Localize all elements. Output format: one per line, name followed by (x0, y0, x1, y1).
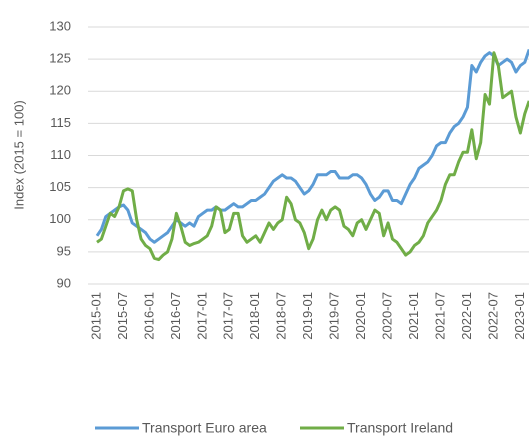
y-axis-label: Index (2015 = 100) (11, 100, 26, 210)
series-line (95, 49, 529, 244)
y-tick-label: 115 (50, 115, 71, 130)
x-tick-label: 2020-07 (379, 292, 394, 340)
x-tick-label: 2019-07 (327, 292, 342, 340)
y-tick-label: 125 (49, 51, 71, 66)
x-tick-label: 2017-01 (194, 292, 209, 340)
x-tick-label: 2015-07 (115, 292, 130, 340)
x-tick-label: 2023-01 (512, 292, 527, 340)
legend-label: Transport Euro area (142, 420, 267, 436)
legend-label: Transport Ireland (347, 420, 453, 436)
x-tick-label: 2018-01 (247, 292, 262, 340)
y-tick-label: 90 (57, 275, 71, 290)
x-tick-label: 2016-07 (168, 292, 183, 340)
y-tick-label: 130 (49, 18, 71, 33)
x-tick-label: 2016-01 (141, 292, 156, 340)
y-tick-label: 95 (57, 243, 71, 258)
x-tick-label: 2017-07 (221, 292, 236, 340)
x-tick-label: 2021-01 (406, 292, 421, 340)
y-tick-label: 110 (50, 147, 71, 162)
x-tick-label: 2018-07 (274, 292, 289, 340)
x-tick-label: 2022-07 (485, 292, 500, 340)
y-tick-label: 105 (49, 179, 71, 194)
x-tick-label: 2021-07 (432, 292, 447, 340)
y-tick-label: 100 (49, 211, 71, 226)
series-line (96, 51, 529, 262)
x-tick-label: 2015-01 (88, 292, 103, 340)
x-tick-label: 2022-01 (459, 292, 474, 340)
x-tick-label: 2019-01 (300, 292, 315, 340)
y-tick-label: 120 (49, 83, 71, 98)
x-tick-label: 2020-01 (353, 292, 368, 340)
